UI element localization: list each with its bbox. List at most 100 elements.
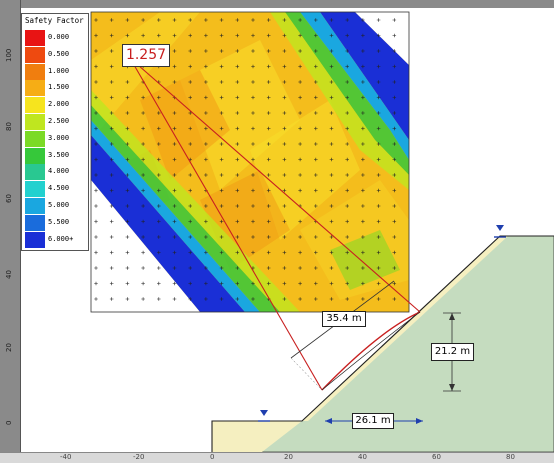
- grid-point-marker: [298, 188, 302, 193]
- grid-point-marker: [392, 250, 397, 255]
- water-table-marker-low: [258, 410, 270, 422]
- grid-point-marker: [329, 64, 334, 69]
- grid-point-marker: [94, 111, 98, 115]
- grid-point-marker: [235, 266, 240, 270]
- grid-point-marker: [392, 18, 397, 22]
- grid-point-marker: [251, 281, 255, 286]
- grid-point-marker: [125, 111, 130, 115]
- legend-label: 2.500: [48, 117, 70, 125]
- grid-point-marker: [282, 18, 287, 22]
- legend-swatch: [25, 30, 45, 46]
- grid-point-marker: [376, 80, 381, 84]
- grid-point-marker: [251, 95, 255, 100]
- slope-height-label: 21.2 m: [431, 343, 474, 361]
- grid-point-marker: [188, 297, 192, 301]
- grid-point-marker: [125, 188, 130, 193]
- grid-point-marker: [188, 142, 192, 146]
- grid-point-marker: [157, 18, 161, 22]
- grid-point-marker: [392, 266, 397, 270]
- grid-point-marker: [282, 281, 287, 286]
- grid-point-marker: [188, 219, 192, 224]
- grid-point-marker: [235, 157, 240, 162]
- x-tick-label: -20: [133, 453, 145, 461]
- grid-point-marker: [219, 80, 224, 84]
- grid-point-marker: [172, 235, 177, 239]
- grid-point-marker: [266, 235, 271, 239]
- grid-point-marker: [157, 111, 161, 115]
- grid-point-marker: [251, 188, 255, 193]
- grid-point-marker: [266, 188, 271, 193]
- grid-point-marker: [329, 33, 334, 38]
- ruler-top: [0, 0, 554, 8]
- grid-point-marker: [314, 204, 318, 208]
- grid-point-marker: [345, 142, 349, 146]
- grid-point-marker: [141, 95, 145, 100]
- legend-label: 6.000+: [48, 234, 74, 243]
- grid-point-marker: [235, 126, 240, 131]
- grid-point-marker: [125, 219, 130, 224]
- ruler-bottom: -40 -20 0 20 40 60 80: [0, 452, 554, 463]
- grid-point-marker: [314, 126, 318, 131]
- grid-point-marker: [345, 111, 349, 115]
- grid-point-marker: [157, 281, 161, 286]
- grid-point-marker: [235, 281, 240, 286]
- x-tick-label: 0: [210, 453, 215, 461]
- grid-point-marker: [361, 250, 365, 255]
- grid-point-marker: [282, 204, 287, 208]
- grid-point-marker: [314, 188, 318, 193]
- grid-point-marker: [125, 266, 130, 270]
- grid-point-marker: [282, 111, 287, 115]
- grid-point-marker: [282, 219, 287, 224]
- grid-point-marker: [361, 235, 365, 239]
- grid-point-marker: [251, 126, 255, 131]
- grid-point-marker: [141, 188, 145, 193]
- grid-point-marker: [235, 219, 240, 224]
- grid-point-marker: [219, 111, 224, 115]
- grid-point-marker: [345, 266, 349, 270]
- grid-point-marker: [188, 235, 192, 239]
- grid-point-marker: [266, 80, 271, 84]
- x-tick-label: 40: [358, 453, 367, 461]
- grid-point-marker: [157, 219, 161, 224]
- legend-label: 2.000: [48, 100, 70, 109]
- grid-point-marker: [235, 49, 240, 53]
- grid-point-marker: [94, 266, 98, 270]
- grid-point-marker: [345, 173, 349, 177]
- legend-label: 3.500: [48, 150, 70, 159]
- grid-point-marker: [376, 219, 381, 224]
- grid-point-marker: [392, 49, 397, 53]
- grid-point-marker: [329, 297, 334, 301]
- grid-point-marker: [282, 142, 287, 146]
- grid-point-marker: [298, 49, 302, 53]
- grid-point-marker: [329, 126, 334, 131]
- legend-entry: 2.000: [25, 97, 89, 114]
- grid-point-marker: [109, 95, 114, 100]
- grid-point-marker: [172, 219, 177, 224]
- grid-point-marker: [298, 111, 302, 115]
- grid-point-marker: [94, 80, 98, 84]
- grid-point-marker: [172, 64, 177, 69]
- grid-point-marker: [109, 219, 114, 224]
- grid-point-marker: [314, 64, 318, 69]
- grid-point-marker: [235, 111, 240, 115]
- grid-point-marker: [109, 157, 114, 162]
- grid-point-marker: [204, 111, 208, 115]
- grid-point-marker: [345, 95, 349, 100]
- grid-point-marker: [204, 64, 208, 69]
- grid-point-marker: [204, 297, 208, 301]
- grid-point-marker: [376, 157, 381, 162]
- grid-point-marker: [314, 266, 318, 270]
- grid-point-marker: [109, 142, 114, 146]
- grid-point-marker: [172, 188, 177, 193]
- grid-point-marker: [188, 266, 192, 270]
- grid-point-marker: [345, 33, 349, 38]
- grid-point-marker: [392, 173, 397, 177]
- grid-point-marker: [361, 173, 365, 177]
- grid-point-marker: [298, 18, 302, 22]
- grid-point-marker: [141, 281, 145, 286]
- legend-entry: 0.500: [25, 46, 89, 63]
- grid-point-marker: [376, 266, 381, 270]
- grid-point-marker: [251, 219, 255, 224]
- legend-swatch: [25, 63, 45, 80]
